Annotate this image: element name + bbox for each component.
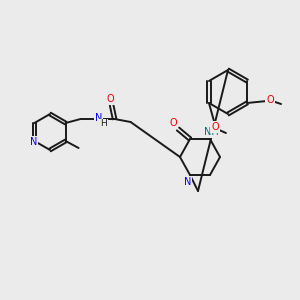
Text: O: O: [107, 94, 114, 104]
Text: N: N: [30, 137, 37, 147]
Text: N: N: [184, 177, 192, 187]
Text: H: H: [100, 119, 107, 128]
Text: O: O: [266, 95, 274, 105]
Text: O: O: [169, 118, 177, 128]
Text: N: N: [95, 113, 102, 123]
Text: NH: NH: [204, 127, 218, 137]
Text: O: O: [211, 122, 219, 132]
